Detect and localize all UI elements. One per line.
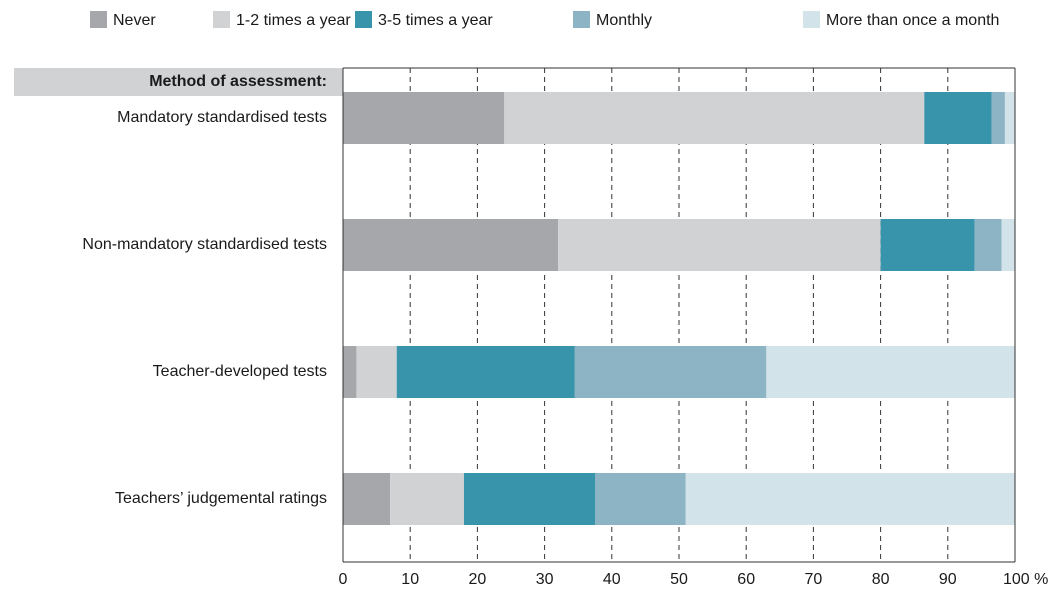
- category-label: Non-mandatory standardised tests: [82, 236, 327, 253]
- legend-swatch: [213, 11, 230, 28]
- x-tick-label: 0: [339, 571, 348, 588]
- legend-label: 1-2 times a year: [236, 12, 351, 29]
- bar-segment: [974, 219, 1002, 271]
- legend-swatch: [573, 11, 590, 28]
- bar-segment: [595, 473, 686, 525]
- bar-segment: [924, 92, 992, 144]
- x-tick-label: 50: [670, 571, 688, 588]
- bar-segment: [1004, 92, 1015, 144]
- x-tick-label: 10: [401, 571, 419, 588]
- x-tick-label: 90: [939, 571, 957, 588]
- legend-label: Monthly: [596, 12, 652, 29]
- bar-segment: [356, 346, 397, 398]
- legend-label: Never: [113, 12, 156, 29]
- bar-segment: [396, 346, 575, 398]
- bar-segment: [504, 92, 925, 144]
- category-label: Teacher-developed tests: [153, 363, 327, 380]
- bar-segment: [991, 92, 1005, 144]
- legend-label: More than once a month: [826, 12, 999, 29]
- bar-segment: [343, 346, 357, 398]
- x-tick-label: 20: [469, 571, 487, 588]
- bar-segment: [574, 346, 767, 398]
- legend-swatch: [90, 11, 107, 28]
- category-label: Teachers’ judgemental ratings: [115, 490, 327, 507]
- x-tick-label: 100 %: [1003, 571, 1048, 588]
- legend-label: 3-5 times a year: [378, 12, 493, 29]
- x-tick-label: 60: [737, 571, 755, 588]
- x-tick-label: 40: [603, 571, 621, 588]
- legend-swatch: [355, 11, 372, 28]
- bar-segment: [463, 473, 595, 525]
- bar-segment: [343, 473, 391, 525]
- bar-segment: [766, 346, 1015, 398]
- subheader: Method of assessment:: [149, 73, 327, 90]
- bar-segment: [1001, 219, 1015, 271]
- x-tick-label: 70: [805, 571, 823, 588]
- bar-segment: [558, 219, 881, 271]
- bar-segment: [343, 219, 559, 271]
- category-label: Mandatory standardised tests: [117, 109, 327, 126]
- subheader-band: [14, 68, 343, 96]
- bar-segment: [343, 92, 505, 144]
- x-tick-label: 30: [536, 571, 554, 588]
- bar-segment: [685, 473, 1015, 525]
- legend-swatch: [803, 11, 820, 28]
- x-tick-label: 80: [872, 571, 890, 588]
- bar-segment: [390, 473, 464, 525]
- bar-segment: [880, 219, 975, 271]
